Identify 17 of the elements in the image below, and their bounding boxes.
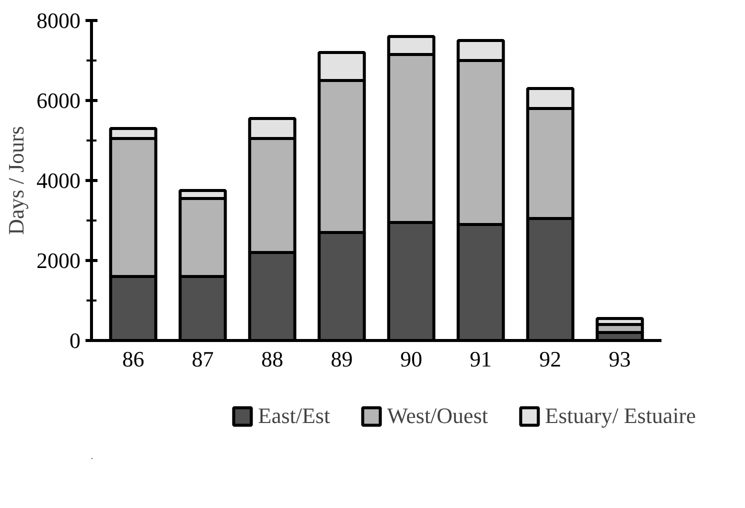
x-tick-label: 90	[400, 346, 422, 372]
x-tick-label: 92	[539, 346, 562, 372]
x-tick-label: 88	[261, 346, 284, 372]
y-axis-title: Days / Jours	[4, 126, 28, 235]
legend-label: Estuary/ Estuaire	[545, 403, 696, 429]
x-tick-label: 86	[122, 346, 144, 372]
y-tick-label: 4000	[36, 168, 80, 193]
legend-label: East/Est	[258, 403, 330, 429]
y-tick-label: 8000	[36, 8, 80, 33]
x-tick-label: 89	[330, 346, 353, 372]
x-tick-label: 91	[470, 346, 492, 372]
x-tick-label: 93	[608, 346, 631, 372]
y-tick-label: 2000	[36, 248, 80, 273]
y-tick-label: 0	[70, 328, 80, 353]
y-tick-label: 6000	[36, 88, 80, 113]
legend-label: West/Ouest	[387, 403, 488, 429]
x-tick-label: 87	[192, 346, 214, 372]
